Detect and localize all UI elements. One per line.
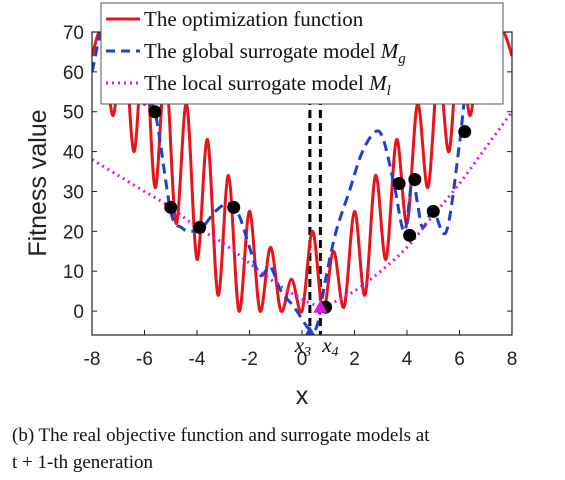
marker-label-x3: x3	[294, 333, 311, 360]
x-tick-label: -6	[136, 349, 153, 370]
x-tick-label: 8	[507, 349, 518, 370]
x-tick-label: 4	[402, 349, 413, 370]
x-tick-label: 0	[297, 349, 308, 370]
y-axis-label: Fitness value	[24, 109, 52, 256]
y-tick-label: 40	[63, 143, 84, 164]
legend: The optimization function The global sur…	[100, 2, 504, 105]
y-tick-label: 30	[63, 182, 84, 203]
legend-box	[100, 2, 504, 105]
sample-point	[426, 204, 440, 218]
legend-label-local: The local surrogate model Ml	[144, 71, 391, 99]
x-tick-label: 6	[454, 349, 465, 370]
triangle-marker-x4	[313, 300, 328, 313]
legend-label-optimization: The optimization function	[144, 7, 364, 31]
x-axis-label: x	[296, 382, 309, 410]
x-tick-label: -8	[84, 349, 101, 370]
sample-point	[193, 220, 207, 234]
y-tick-label: 10	[63, 262, 84, 283]
caption-line-2: t + 1-th generation	[12, 452, 154, 473]
x-tick-label: -2	[241, 349, 258, 370]
y-tick-label: 0	[73, 302, 84, 323]
sample-point	[148, 105, 162, 119]
sample-point	[227, 200, 241, 214]
sample-point	[403, 228, 417, 242]
global-surrogate-line	[92, 32, 482, 333]
caption-line-1: (b) The real objective function and surr…	[12, 425, 430, 446]
sample-point	[458, 125, 472, 139]
marker-label-x4: x4	[321, 333, 338, 360]
figure-caption: (b) The real objective function and surr…	[12, 422, 557, 476]
x-tick-label: -4	[189, 349, 206, 370]
plot-area	[92, 32, 512, 335]
y-tick-label: 50	[63, 103, 84, 124]
y-tick-label: 70	[63, 23, 84, 44]
legend-label-global: The global surrogate model Mg	[144, 39, 406, 67]
marker-labels: x3 x4	[294, 333, 339, 360]
tick-labels: -8 -6 -4 -2 0 2 4 6 8 0 10 20 30 40 50 60 70	[63, 23, 517, 370]
sample-point	[392, 177, 406, 190]
sample-point	[408, 173, 422, 187]
x-tick-label: 2	[349, 349, 360, 370]
y-tick-label: 60	[63, 63, 84, 84]
fitness-chart: -8 -6 -4 -2 0 2 4 6 8 0 10 20 30 40 50 60 70 x Fitness v…	[24, 2, 517, 410]
sample-point	[164, 200, 178, 214]
local-surrogate-line	[92, 110, 512, 309]
y-tick-label: 20	[63, 222, 84, 243]
triangle-marker-x3	[304, 326, 315, 335]
